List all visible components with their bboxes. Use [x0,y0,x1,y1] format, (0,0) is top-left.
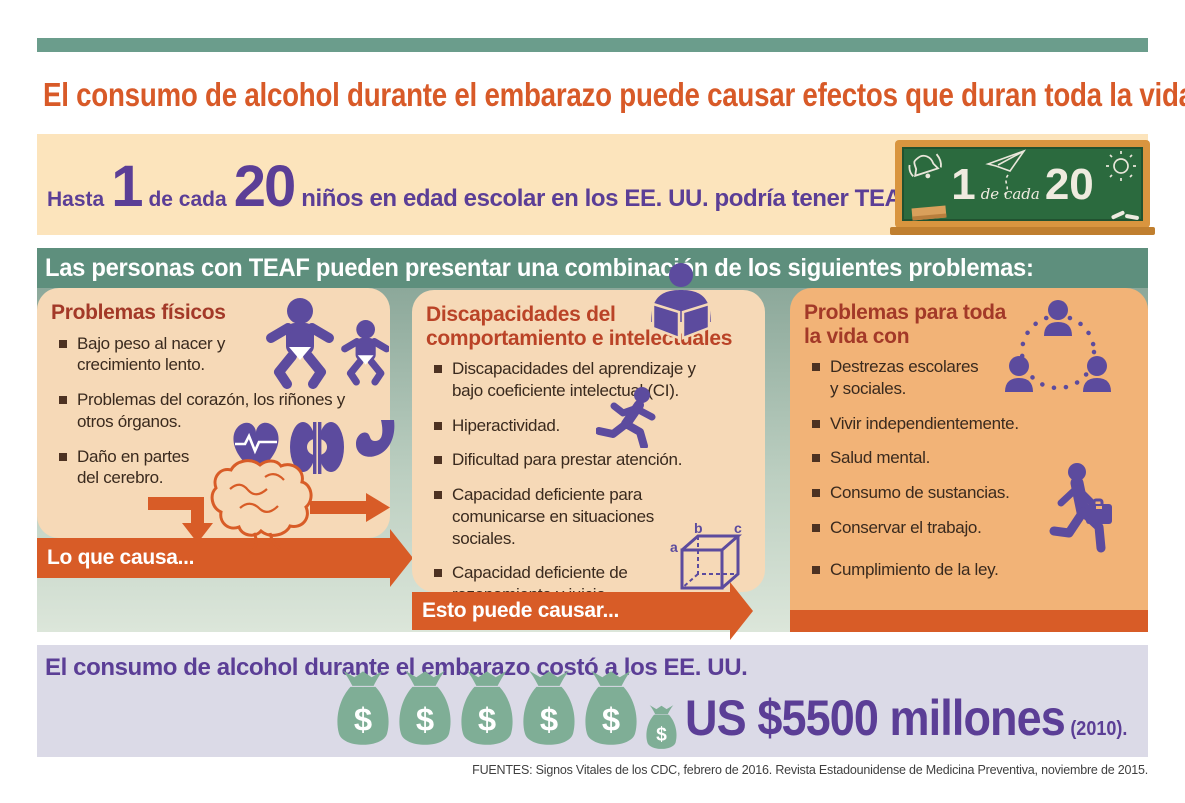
list-item: Bajo peso al nacer y crecimiento lento. [51,333,382,377]
reading-person-icon [651,263,711,340]
list-item: Problemas del corazón, los riñones y otr… [51,389,382,433]
list-item: Vivir independientemente. [804,413,1140,435]
sun-doodle-icon [1106,151,1136,181]
chalkboard-tray [890,227,1155,235]
eraser-icon [911,205,947,221]
running-person-icon [596,387,656,448]
bell-doodle-icon [908,153,942,179]
svg-text:$: $ [656,724,667,745]
svg-text:$: $ [416,700,434,737]
chalkboard-stat: 1 de cada 20 [951,160,1094,210]
banner-text: Esto puede causar... [422,599,620,622]
list-item: Dificultad para prestar atención. [426,449,757,471]
svg-text:$: $ [478,700,496,737]
list-item: Destrezas escolares y sociales. [804,356,1140,400]
stat-prefix: Hasta [47,188,105,211]
column-title: Discapacidades del comportamiento e inte… [426,303,733,350]
column-title: Problemas físicos [51,301,226,324]
cost-title: El consumo de alcohol durante el embaraz… [45,654,748,681]
money-bag-icon: $ [585,670,637,745]
stat-text: niños en edad escolar en los EE. UU. pod… [301,185,920,212]
chalkboard-one: 1 [951,160,976,210]
bullet-list: Discapacidades del aprendizaje y bajo co… [412,358,765,606]
list-item: Daño en partes del cerebro. [51,446,382,490]
chalkboard-illustration: 1 de cada 20 [890,140,1155,235]
cost-amount-value: US $5500 millones [685,690,1066,746]
cost-amount: US $5500 millones (2010). [685,689,1127,747]
chalkboard-connector: de cada [980,185,1040,204]
top-accent-bar [37,38,1148,52]
chalkboard-surface: 1 de cada 20 [902,147,1143,221]
kidneys-icon [290,422,344,474]
svg-text:$: $ [602,700,620,737]
cost-year: (2010). [1070,718,1128,740]
list-item: Cumplimiento de la ley. [804,559,1140,581]
chalk-icon [1124,213,1140,221]
column-title: Problemas para toda la vida con [804,301,1007,348]
money-bag-icon: $ [523,670,575,745]
stat-number-one: 1 [111,154,143,219]
brain-icon [148,459,390,556]
stomach-icon [356,420,395,457]
cube-label-b: b [694,522,703,536]
reasoning-cube-icon: a b c [670,522,742,590]
money-bags: $ $ $ $ $ [335,668,678,754]
businessman-briefcase-icon [1049,463,1112,553]
cube-label-a: a [670,539,678,555]
cost-banner: El consumo de alcohol durante el embaraz… [37,645,1148,757]
svg-text:$: $ [540,700,558,737]
right-arrow-icon [310,493,390,522]
column3-bottom-strip [790,610,1148,632]
stat-connector: de cada [148,188,227,211]
column-lifelong-problems: Problemas para toda la vida con Destreza… [790,288,1148,610]
column-physical-problems: Problemas físicos Bajo peso al nacer y c… [37,288,390,538]
list-item: Capacidad deficiente para comunicarse en… [426,484,757,549]
banner-text: Lo que causa... [47,546,195,569]
list-item: Hiperactividad. [426,415,757,437]
money-bag-icon-small: $ [646,705,677,749]
bullet-list: Bajo peso al nacer y crecimiento lento. … [37,333,390,490]
lo-que-causa-banner: Lo que causa... [37,538,390,578]
down-elbow-arrow-icon [148,497,213,543]
paper-plane-doodle-icon [985,149,1027,196]
chalkboard-twenty: 20 [1044,160,1094,210]
social-network-icon [1005,300,1111,392]
chalk-icon [1110,210,1126,220]
list-item: Discapacidades del aprendizaje y bajo co… [426,358,757,402]
list-item: Salud mental. [804,447,1140,469]
problems-header-text: Las personas con TEAF pueden presentar u… [45,254,1034,282]
stat-banner: Hasta 1 de cada 20 niños en edad escolar… [37,134,1155,235]
page-title: El consumo de alcohol durante el embaraz… [43,76,1185,113]
bullet-list: Destrezas escolares y sociales. Vivir in… [790,356,1148,580]
svg-text:$: $ [354,700,372,737]
money-bag-icon: $ [337,670,389,745]
list-item: Conservar el trabajo. [804,517,1140,539]
stat-number-twenty: 20 [233,154,296,219]
cube-label-c: c [734,522,742,536]
problems-section-header: Las personas con TEAF pueden presentar u… [37,248,1148,288]
money-bag-icon: $ [399,670,451,745]
money-bag-icon: $ [461,670,513,745]
list-item: Consumo de sustancias. [804,482,1140,504]
sources-footer: FUENTES: Signos Vitales de los CDC, febr… [472,763,1148,777]
babies-icon [266,298,389,389]
esto-puede-causar-banner: Esto puede causar... [412,592,730,630]
column-behavioral-disabilities: Discapacidades del comportamiento e inte… [412,290,765,604]
stat-line: Hasta 1 de cada 20 niños en edad escolar… [47,154,920,219]
